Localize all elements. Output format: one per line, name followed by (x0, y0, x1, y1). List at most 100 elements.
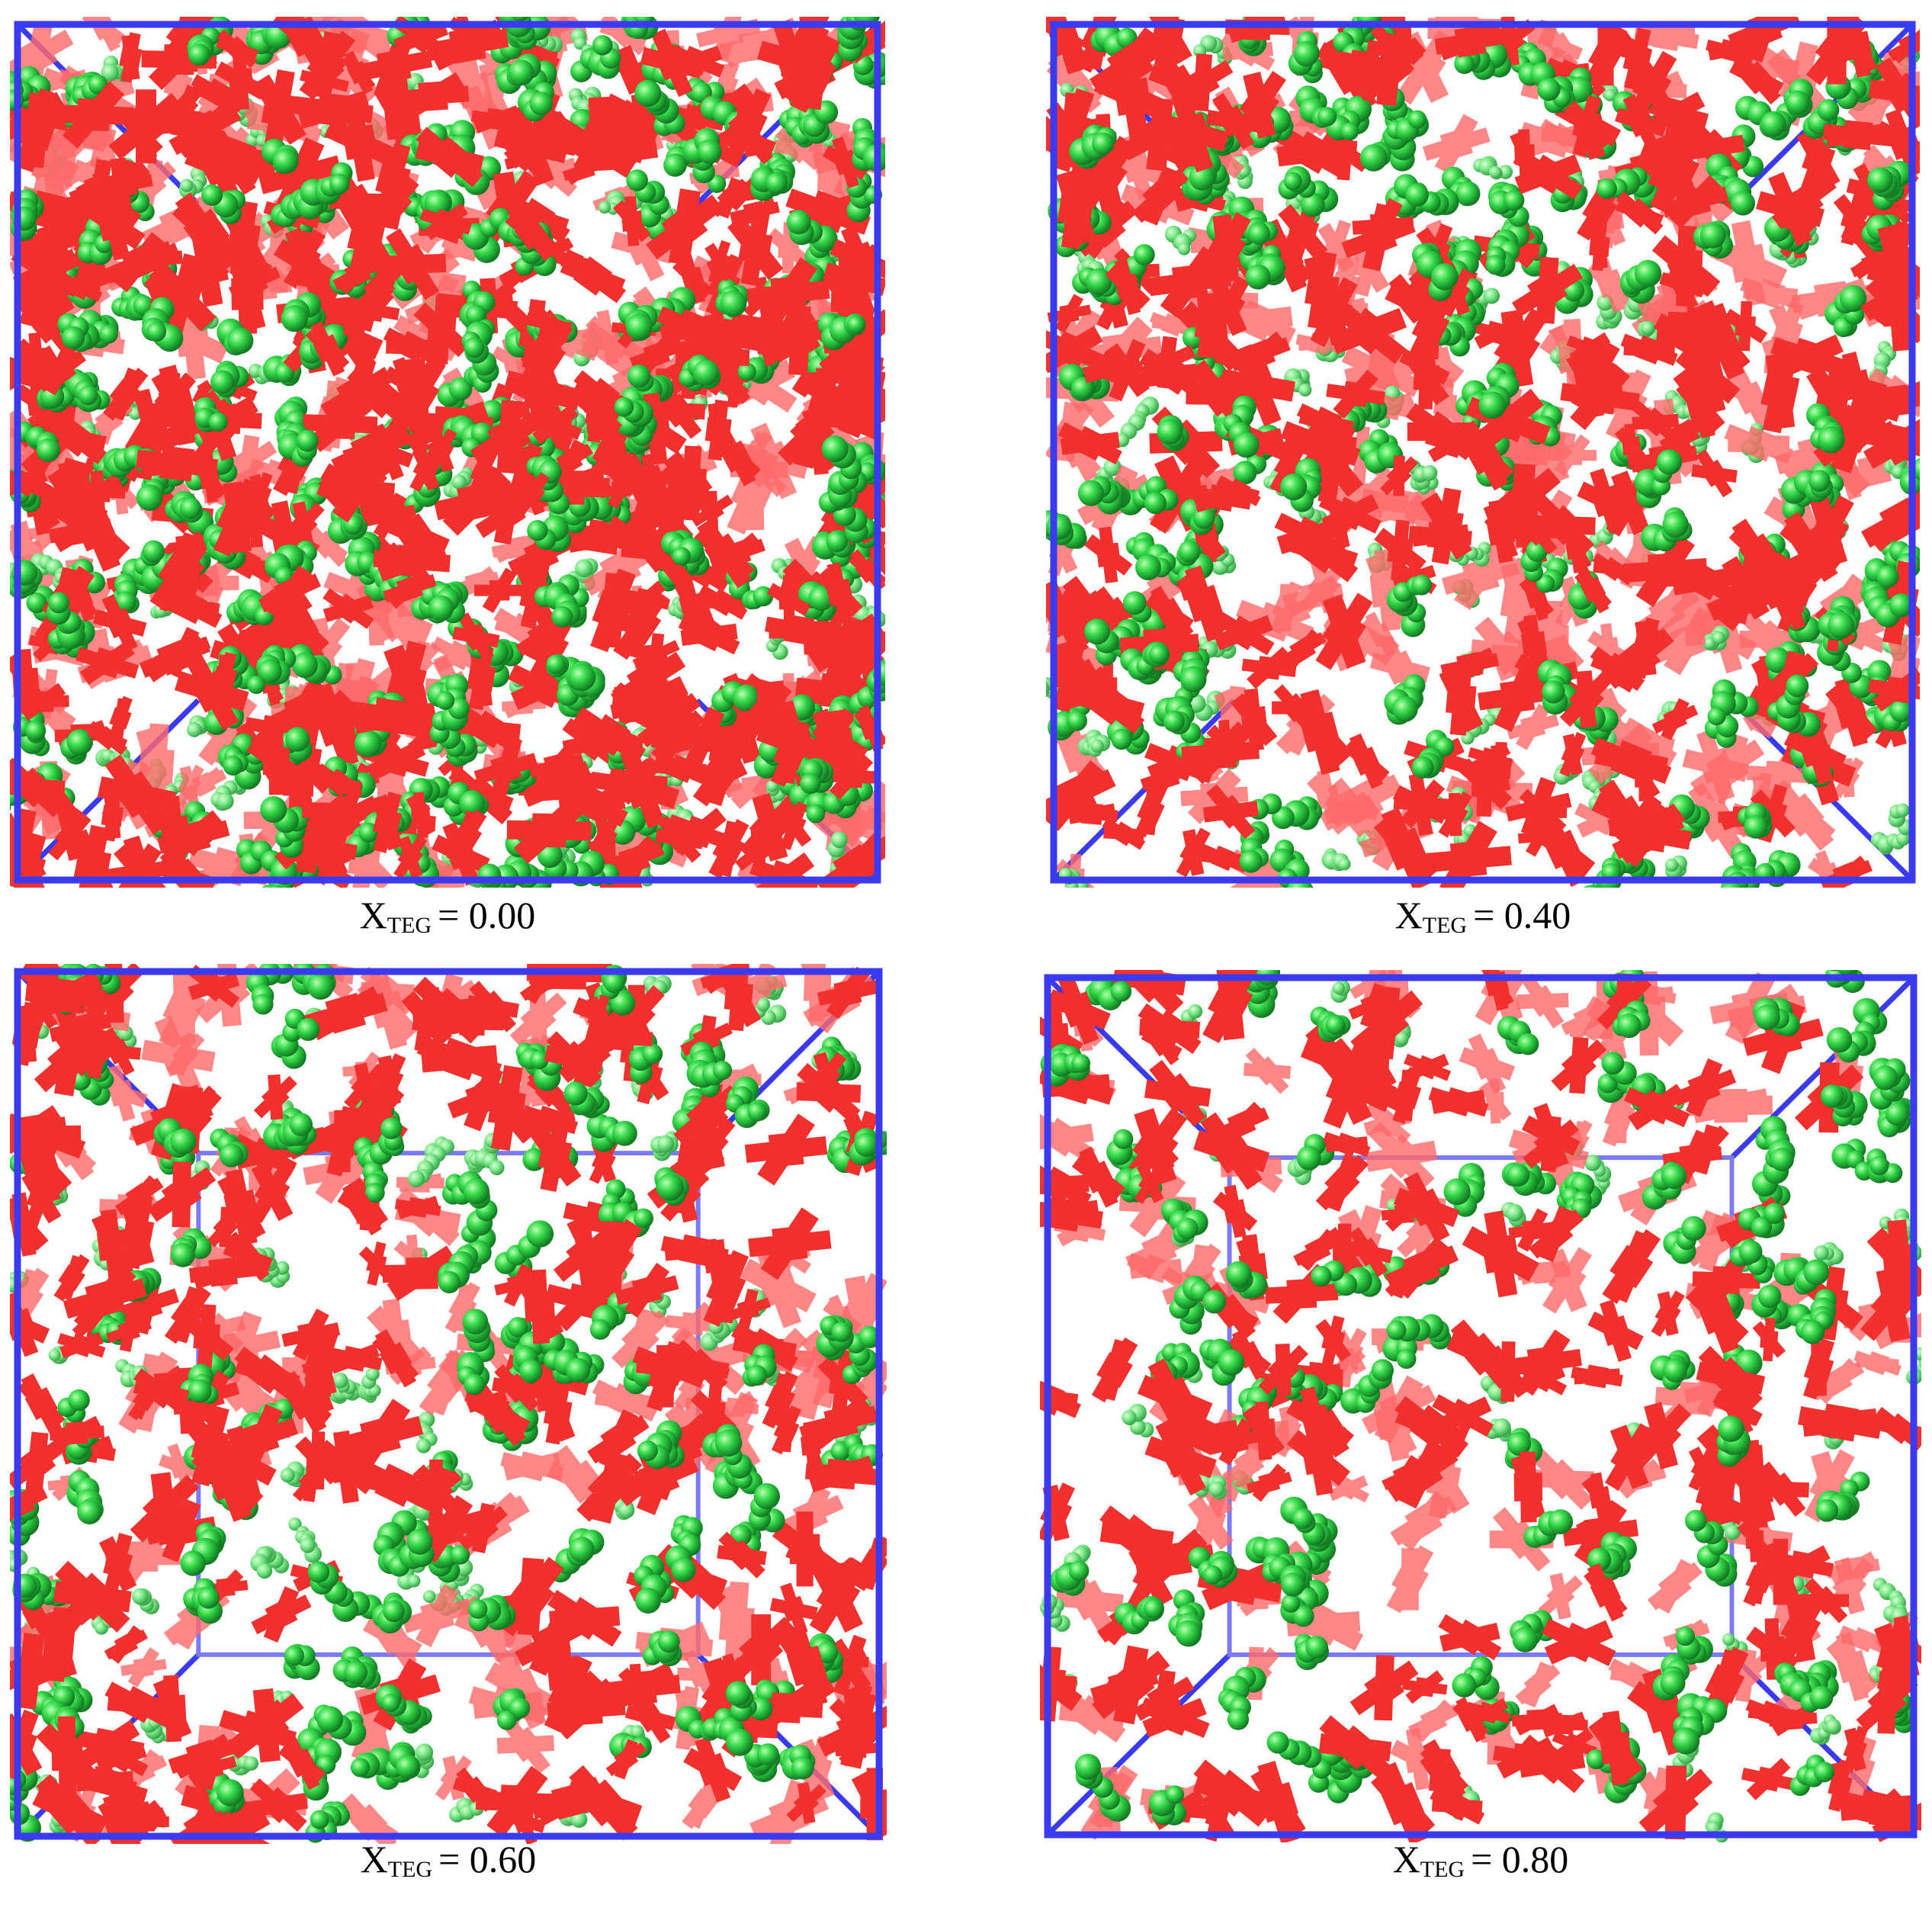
red-molecule (175, 764, 204, 808)
red-segment (826, 727, 855, 756)
green-atom (354, 730, 382, 757)
green-atom (464, 337, 485, 358)
red-segment (159, 445, 195, 482)
red-segment (360, 297, 385, 323)
green-atom (786, 210, 811, 235)
red-segment (585, 400, 611, 427)
green-atom (826, 530, 849, 553)
green-atom (529, 92, 554, 116)
green-atom (627, 365, 651, 388)
green-atom (697, 140, 722, 164)
red-molecule (357, 581, 433, 658)
simulation-box (1046, 17, 1920, 888)
red-molecule (434, 467, 520, 536)
red-segment (816, 368, 836, 388)
green-atom (634, 79, 662, 107)
red-segment (522, 385, 547, 410)
green-atom (512, 17, 528, 22)
red-segment (376, 48, 412, 84)
red-molecule (711, 426, 761, 487)
red-segment (688, 722, 720, 756)
red-segment (159, 815, 191, 846)
green-atom (830, 831, 848, 849)
green-atom (800, 772, 821, 795)
red-segment (778, 237, 800, 259)
green-atom (296, 429, 319, 452)
green-atom (329, 174, 350, 194)
red-molecule (303, 522, 348, 567)
red-segment (592, 589, 634, 632)
caption-value: = 0.00 (438, 894, 535, 936)
red-segment (505, 535, 529, 560)
red-segment (175, 323, 210, 358)
red-segment (410, 805, 432, 826)
red-segment (825, 578, 854, 607)
green-atom (201, 184, 223, 206)
green-atom (272, 148, 299, 174)
red-segment (262, 747, 290, 776)
red-segment (720, 440, 753, 474)
green-atom (99, 324, 118, 344)
green-atom (625, 313, 653, 341)
panel-caption: XTEG = 0.00 (360, 894, 536, 938)
green-atom (142, 540, 165, 563)
red-segment (418, 81, 448, 112)
red-segment (846, 347, 871, 371)
green-atom (78, 385, 98, 406)
red-segment (111, 172, 138, 198)
green-atom (672, 547, 691, 566)
green-atom (269, 885, 284, 888)
green-atom (136, 484, 163, 511)
red-segment (33, 226, 69, 262)
green-atom (179, 497, 202, 519)
green-atom (451, 474, 467, 490)
green-atom (62, 326, 85, 349)
green-atom (217, 792, 234, 810)
green-atom (208, 412, 228, 432)
red-segment (101, 805, 124, 827)
green-atom (253, 891, 276, 914)
red-segment (342, 124, 378, 160)
red-segment (770, 275, 807, 312)
red-molecule (491, 532, 543, 564)
red-segment (610, 768, 643, 801)
red-segment (119, 46, 143, 69)
green-molecule (210, 778, 246, 811)
green-atom (508, 59, 534, 86)
green-atom (262, 884, 278, 888)
snapshot-panel: XTEG = 0.40 (1046, 17, 1920, 938)
green-atom (48, 592, 69, 614)
green-atom (187, 722, 202, 737)
red-segment (261, 91, 298, 128)
green-atom (568, 663, 596, 692)
red-segment (489, 580, 510, 601)
green-atom (146, 322, 167, 342)
green-atom (36, 438, 60, 462)
red-segment (90, 481, 111, 503)
green-atom (210, 370, 235, 394)
green-molecule (178, 166, 207, 199)
green-atom (575, 559, 593, 578)
red-segment (372, 596, 419, 643)
red-segment (466, 663, 496, 693)
red-segment (316, 92, 351, 127)
green-molecule (852, 117, 885, 172)
green-atom (821, 435, 849, 463)
red-molecule (766, 222, 810, 274)
red-segment (140, 246, 166, 273)
green-atom (291, 652, 318, 679)
green-atom (551, 605, 573, 628)
red-segment (778, 589, 799, 610)
green-atom (692, 359, 720, 386)
red-segment (621, 210, 643, 232)
green-atom (527, 520, 548, 541)
red-molecule (698, 584, 748, 620)
red-segment (32, 691, 54, 713)
green-atom (10, 801, 11, 812)
red-segment (372, 697, 410, 735)
green-atom (435, 691, 455, 710)
red-segment (209, 846, 249, 887)
green-atom (227, 327, 254, 354)
green-atom (614, 397, 634, 417)
